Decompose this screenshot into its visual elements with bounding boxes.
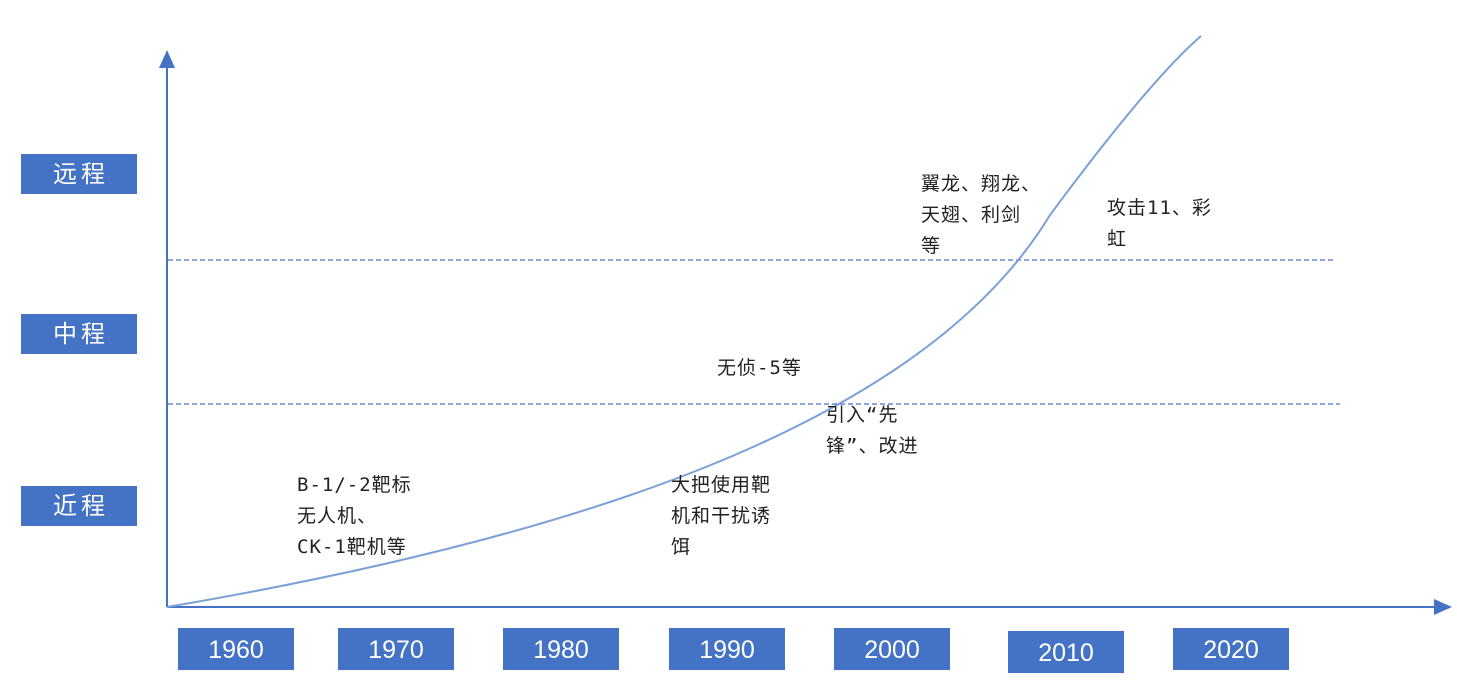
year-2020-box: 2020 xyxy=(1173,628,1289,670)
annotation-2000s: 翼龙、翔龙、 天翅、利剑 等 xyxy=(921,173,1042,257)
year-1990-box: 1990 xyxy=(669,628,785,670)
growth-curve xyxy=(166,35,1202,608)
year-1980-box: 1980 xyxy=(503,628,619,670)
range-long-box: 远程 xyxy=(21,154,137,194)
year-2010-box: 2010 xyxy=(1008,631,1124,673)
annotation-1990s-medium: 无侦-5等 xyxy=(717,357,802,379)
annotation-1980s: 大把使用靶 机和干扰诱 饵 xyxy=(671,474,772,558)
year-2000-box: 2000 xyxy=(834,628,950,670)
annotation-1960s: B-1/-2靶标 无人机、 CK-1靶机等 xyxy=(297,474,412,558)
annotation-2010s: 攻击11、彩 虹 xyxy=(1107,197,1212,250)
year-1960-box: 1960 xyxy=(178,628,294,670)
year-1970-box: 1970 xyxy=(338,628,454,670)
annotation-1990s-short: 引入“先 锋”、改进 xyxy=(826,404,919,457)
range-medium-box: 中程 xyxy=(21,314,137,354)
range-short-box: 近程 xyxy=(21,486,137,526)
